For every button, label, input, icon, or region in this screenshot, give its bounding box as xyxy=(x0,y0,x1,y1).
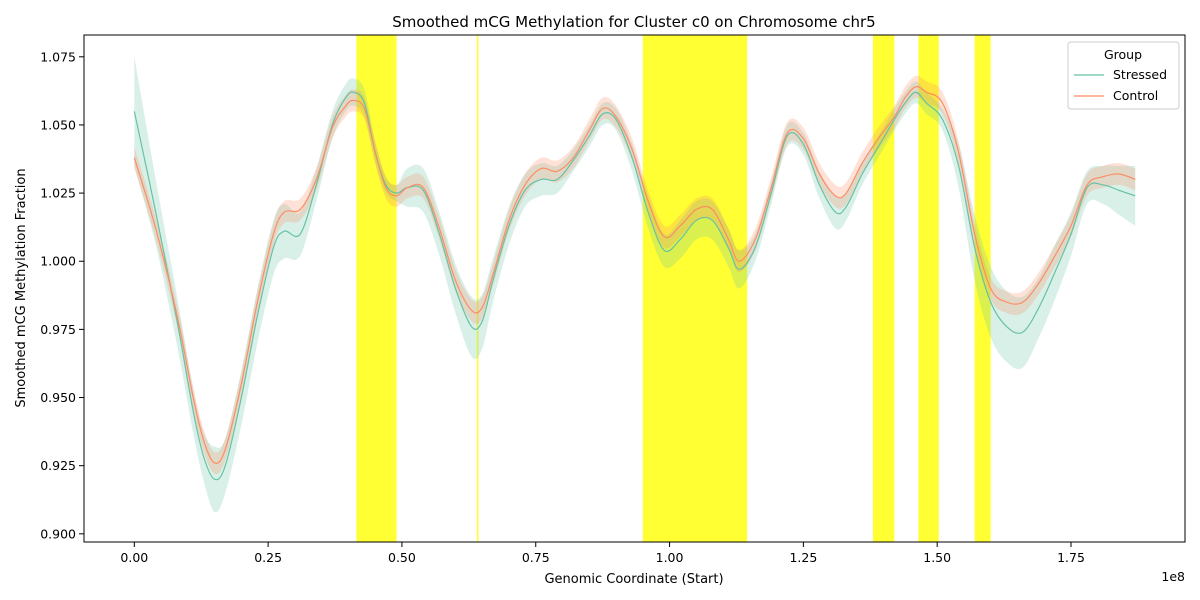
series-line-control xyxy=(133,86,1136,464)
y-tick-label: 1.050 xyxy=(40,117,76,132)
y-axis-label: Smoothed mCG Methylation Fraction xyxy=(14,168,29,407)
x-tick-label: 1.50 xyxy=(923,550,951,565)
y-tick-label: 1.025 xyxy=(40,186,76,201)
legend-label-stressed: Stressed xyxy=(1113,67,1167,82)
y-axis-ticks: 0.900 0.925 0.950 0.975 1.000 1.025 1.050 1.075 xyxy=(40,49,84,541)
legend-box xyxy=(1067,41,1180,110)
highlight-region-5 xyxy=(974,35,991,542)
x-tick-label: 0.00 xyxy=(120,550,148,565)
legend-title: Group xyxy=(1104,47,1142,62)
series-line-stressed xyxy=(133,91,1136,481)
plot-frame xyxy=(83,34,1186,543)
y-tick-label: 1.000 xyxy=(40,254,76,269)
series-lines xyxy=(133,86,1136,481)
x-axis-ticks: 0.00 0.25 0.50 0.75 1.00 1.25 1.50 1.75 xyxy=(120,542,1085,565)
highlight-region-3 xyxy=(872,35,895,542)
confidence-bands xyxy=(134,56,1136,513)
x-axis-label: Genomic Coordinate (Start) xyxy=(544,572,723,587)
legend: Group Stressed Control xyxy=(1067,41,1180,110)
highlight-region-2 xyxy=(642,35,748,542)
band-control xyxy=(134,75,1136,475)
y-tick-label: 0.900 xyxy=(40,526,76,541)
x-tick-label: 1.75 xyxy=(1057,550,1085,565)
highlight-region-1 xyxy=(476,35,479,542)
highlight-region-0 xyxy=(356,35,397,542)
x-tick-label: 1.25 xyxy=(789,550,817,565)
x-tick-label: 1.00 xyxy=(656,550,684,565)
legend-label-control: Control xyxy=(1113,88,1158,103)
x-tick-label: 0.50 xyxy=(388,550,416,565)
x-tick-label: 0.25 xyxy=(254,550,282,565)
y-tick-label: 0.975 xyxy=(40,322,76,337)
x-tick-label: 0.75 xyxy=(522,550,550,565)
highlight-region-4 xyxy=(918,35,939,542)
y-tick-label: 0.950 xyxy=(40,390,76,405)
y-tick-label: 0.925 xyxy=(40,458,76,473)
x-axis-offset-label: 1e8 xyxy=(1161,569,1185,584)
highlight-regions xyxy=(356,35,991,542)
y-tick-label: 1.075 xyxy=(40,49,76,64)
chart-title: Smoothed mCG Methylation for Cluster c0 … xyxy=(392,13,875,31)
